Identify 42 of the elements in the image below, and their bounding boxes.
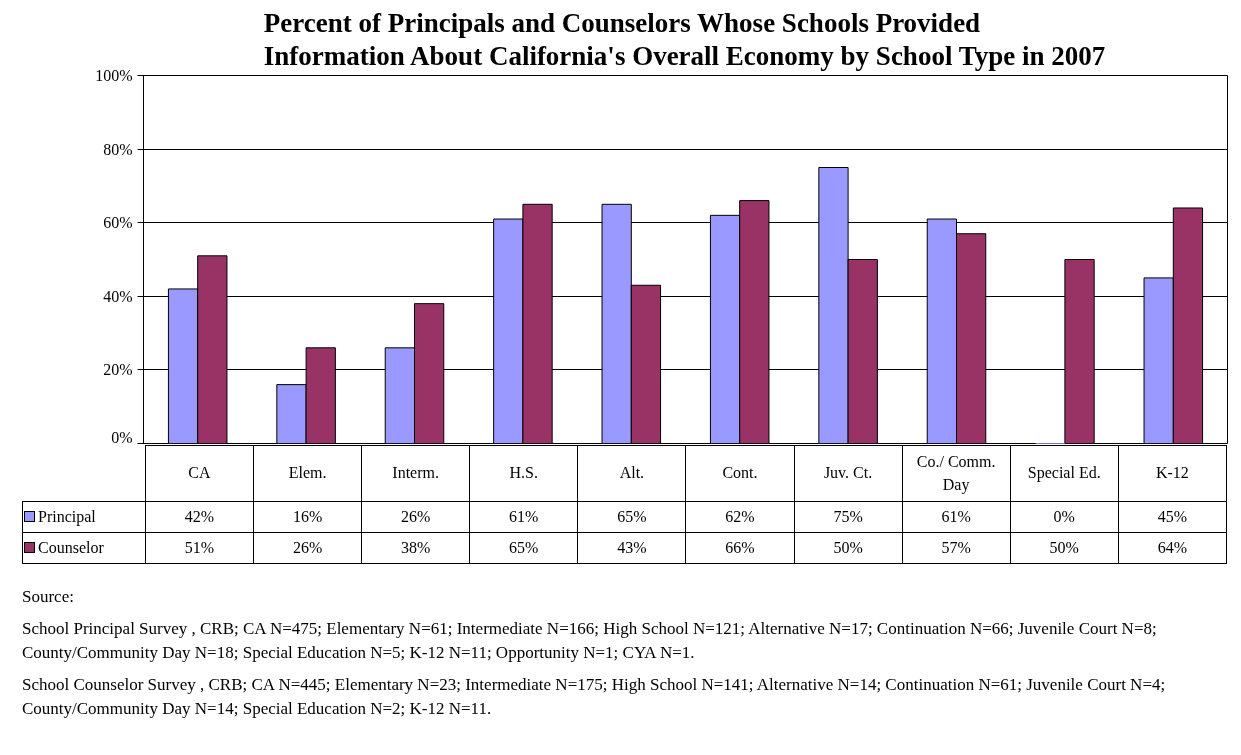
data-label: 61% [902,501,1011,533]
x-tick-label: Elem. [253,445,362,502]
data-label: 50% [794,532,903,564]
data-label: 51% [145,532,254,564]
x-tick-label: H.S. [469,445,578,502]
x-tick-label: Juv. Ct. [794,445,903,502]
data-label: 43% [577,532,686,564]
y-tick-label: 100% [95,67,133,84]
data-label: 57% [902,532,1011,564]
data-label: 66% [685,532,794,564]
y-tick-label: 40% [103,287,133,305]
x-tick-label: Cont. [685,445,794,502]
legend-label: Counselor [22,532,146,564]
x-tick-label: CA [145,445,254,502]
data-label: 65% [469,532,578,564]
y-tick-label: 60% [103,214,133,232]
x-tick-label: Co./ Comm. Day [902,445,1011,502]
data-label: 16% [253,501,362,533]
data-label: 42% [145,501,254,533]
x-tick-label: Special Ed. [1010,445,1119,502]
y-tick-label: 20% [103,361,133,379]
data-label: 64% [1118,532,1227,564]
text: School Counselor Survey , CRB; CA N=445; Elementary N=23; Intermediate N=175; High School N=141; Alternative N=14; Continuation N=61; Juvenile Court N=4; County/Community Day N=14; Special Education N=2; K-12 N=11. [22,674,1167,720]
data-label: 61% [469,501,578,533]
x-tick-label: K-12 [1118,445,1227,502]
x-tick-label: Alt. [577,445,686,502]
data-label: 75% [794,501,903,533]
source-note: Source: [22,586,75,608]
data-label: 26% [361,501,470,533]
data-label: 65% [577,501,686,533]
data-label: 62% [685,501,794,533]
data-label: 0% [1010,501,1119,533]
data-label: 45% [1118,501,1227,533]
y-tick-label: 80% [103,140,133,158]
data-label: 50% [1010,532,1119,564]
y-tick-label: 0% [111,428,133,446]
legend-label: Principal [22,501,146,533]
chart-title: Percent of Principals and Counselors Whose Schools Provided Information About California's Overall Economy by School Type in 2007 [263,7,1106,71]
data-label: 26% [253,532,362,564]
text: School Principal Survey , CRB; CA N=475; Elementary N=61; Intermediate N=166; High School N=121; Alternative N=17; Continuation N=66; Juvenile Court N=8; County/Community Day N=18; Special Education N=5; K-12 N=11; Opportunity N=1; CYA N=1. [22,618,1158,664]
x-tick-label: Interm. [361,445,470,502]
data-label: 38% [361,532,470,564]
